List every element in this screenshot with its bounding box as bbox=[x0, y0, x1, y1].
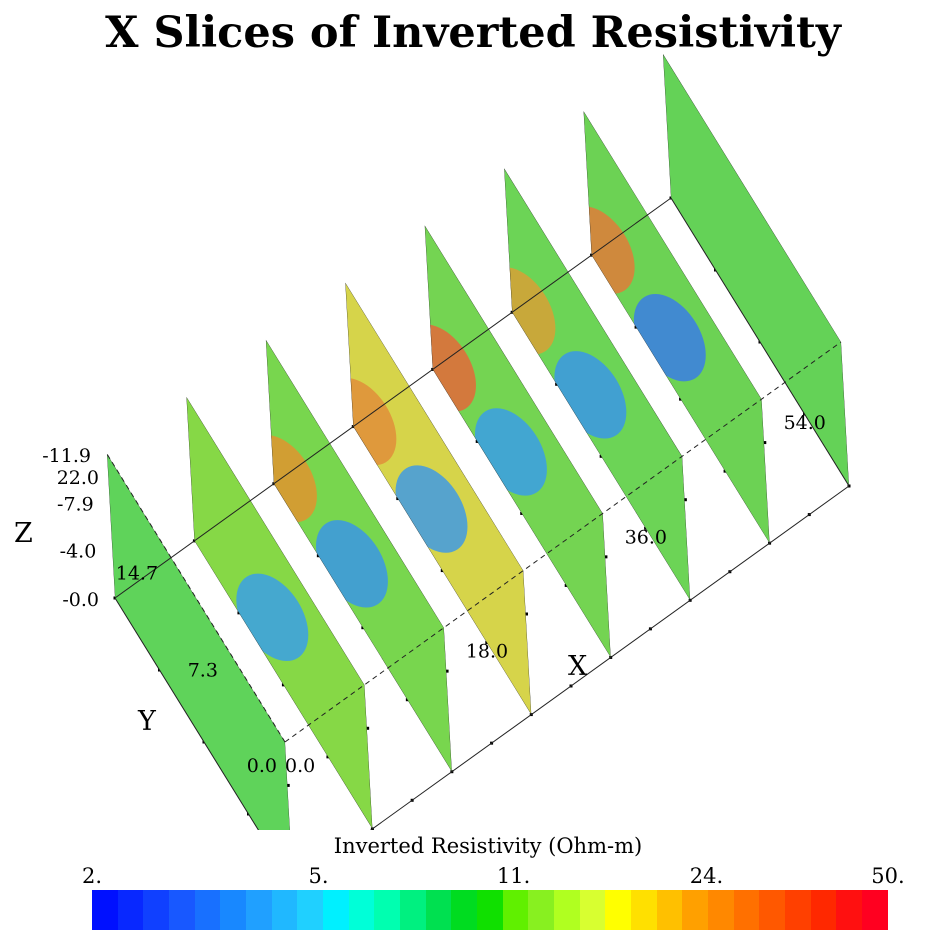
grid-dot bbox=[326, 755, 330, 759]
colorbar-swatch bbox=[682, 890, 709, 930]
y-axis-label: Y bbox=[137, 706, 157, 737]
x-axis-label: X bbox=[568, 651, 588, 682]
colorbar-title: Inverted Resistivity (Ohm-m) bbox=[333, 834, 643, 858]
frame-edge bbox=[114, 597, 259, 830]
grid-dot bbox=[286, 783, 290, 787]
colorbar-swatch bbox=[169, 890, 195, 930]
slice bbox=[424, 225, 611, 658]
y-tick-label: 14.7 bbox=[116, 563, 158, 585]
colorbar-tick-label: 2. bbox=[81, 864, 103, 888]
z-tick-label: -11.9 bbox=[42, 445, 91, 467]
y-tick-label: 0.0 bbox=[247, 755, 277, 777]
frame-edge bbox=[670, 197, 850, 487]
slices bbox=[107, 54, 849, 830]
colorbar-swatch bbox=[92, 890, 118, 930]
colorbar-swatch bbox=[425, 890, 452, 930]
grid-dot bbox=[281, 683, 285, 687]
colorbar-swatch bbox=[656, 890, 683, 930]
z-tick-label: -0.0 bbox=[62, 589, 99, 611]
colorbar-swatch bbox=[785, 890, 811, 930]
x-tick-label: 36.0 bbox=[625, 526, 667, 548]
colorbar-swatch bbox=[502, 890, 529, 930]
grid-dot bbox=[520, 511, 524, 515]
y-tick-label: 7.3 bbox=[188, 659, 218, 681]
colorbar-swatch bbox=[836, 890, 863, 930]
colorbar-swatch bbox=[143, 890, 170, 930]
colorbar-swatch bbox=[117, 890, 144, 930]
slice-outline bbox=[265, 339, 452, 772]
colorbar-swatch bbox=[759, 890, 786, 930]
colorbar-swatch bbox=[400, 890, 426, 930]
colorbar-swatch bbox=[605, 890, 632, 930]
colorbar bbox=[92, 890, 888, 930]
x-tick-label: 0.0 bbox=[285, 755, 315, 777]
colorbar-tick-label: 5. bbox=[308, 864, 329, 888]
colorbar-swatch bbox=[708, 890, 734, 930]
colorbar-swatch bbox=[374, 890, 401, 930]
colorbar-swatch bbox=[348, 890, 375, 930]
bounding-box bbox=[106, 197, 850, 830]
colorbar-swatch bbox=[451, 890, 478, 930]
plot-area: 0.0 18.0 36.0 54.0 0.0 7.3 14.7 22.0 -0.0 -4.0 -7.… bbox=[14, 54, 851, 830]
colorbar-swatch bbox=[631, 890, 657, 930]
colorbar-swatch bbox=[271, 890, 298, 930]
colorbar-tick-label: 50. bbox=[871, 864, 905, 888]
frame-edge bbox=[106, 453, 286, 743]
grid-dot bbox=[366, 726, 370, 730]
resistivity-anomaly bbox=[424, 324, 476, 412]
grid-dot bbox=[604, 555, 608, 559]
grid-dot bbox=[763, 441, 767, 445]
colorbar-swatch bbox=[297, 890, 324, 930]
colorbar-swatch bbox=[194, 890, 221, 930]
grid-dot bbox=[445, 669, 449, 673]
colorbar-swatch bbox=[323, 890, 349, 930]
grid-dot bbox=[683, 498, 687, 502]
slice-background bbox=[107, 454, 293, 830]
y-tick-label: 22.0 bbox=[57, 467, 99, 489]
colorbar-swatch bbox=[528, 890, 555, 930]
resistivity-anomaly bbox=[504, 267, 556, 355]
z-axis-label: Z bbox=[14, 518, 33, 549]
z-tick-label: -4.0 bbox=[60, 541, 97, 563]
slice-background bbox=[663, 54, 849, 486]
chart-title: X Slices of Inverted Resistivity bbox=[105, 8, 841, 58]
colorbar-swatch bbox=[220, 890, 247, 930]
frame-edge bbox=[369, 485, 850, 830]
colorbar-ticks: 2. 5. 11. 24. 50. bbox=[0, 864, 946, 890]
colorbar-swatch bbox=[579, 890, 606, 930]
colorbar-swatch bbox=[477, 890, 503, 930]
x-tick-label: 54.0 bbox=[784, 412, 826, 434]
grid-dot bbox=[525, 612, 528, 616]
frame-edge bbox=[284, 341, 842, 743]
colorbar-swatch bbox=[733, 890, 760, 930]
colorbar-swatch bbox=[246, 890, 272, 930]
frame-edge bbox=[114, 197, 672, 599]
z-tick-label: -7.9 bbox=[57, 493, 94, 515]
colorbar-tick-label: 24. bbox=[689, 864, 724, 888]
colorbar-tick-label: 11. bbox=[496, 864, 531, 888]
x-tick-label: 18.0 bbox=[466, 641, 508, 663]
colorbar-swatch bbox=[554, 890, 580, 930]
slice-outline bbox=[186, 396, 373, 829]
colorbar-swatch bbox=[862, 890, 888, 930]
colorbar-swatch bbox=[810, 890, 837, 930]
grid-dot bbox=[564, 583, 568, 587]
axis-ticks: 0.0 18.0 36.0 54.0 0.0 7.3 14.7 22.0 -0.0 -4.0 -7.… bbox=[42, 412, 826, 777]
